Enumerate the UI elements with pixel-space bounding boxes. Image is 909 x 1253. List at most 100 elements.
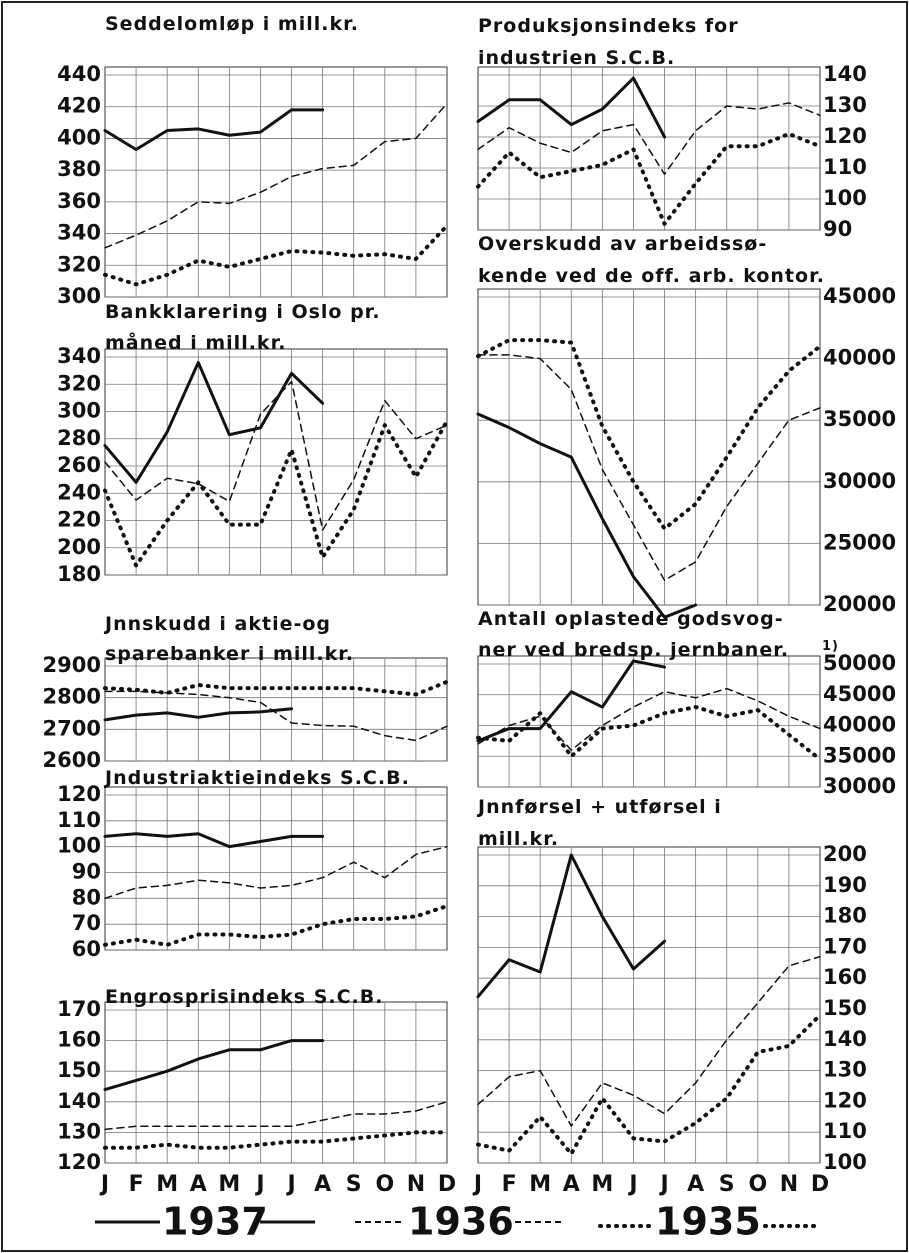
panel-title: sparebanker i mill.kr. [105,643,354,665]
series-line [103,223,449,287]
series-line [103,679,449,697]
panel: 30000 35000 40000 45000 50000 Antall oplasted… [476,608,896,798]
y-tick-label: 2700 [43,716,101,740]
x-tick-label: J [658,1172,668,1197]
y-tick-label: 200 [57,535,101,559]
y-tick-label: 100 [823,186,867,210]
y-tick-label: 160 [823,965,867,989]
y-tick-label: 240 [57,480,101,504]
series-line [477,354,821,582]
panel-title: måned i mill.kr. [105,330,286,354]
y-tick-label: 120 [823,1088,867,1112]
panel-title: Engrosprisindeks S.C.B. [105,986,383,1008]
y-tick-label: 380 [57,157,101,181]
legend-label: 1937 [162,1200,268,1244]
y-tick-label: 50000 [823,651,896,675]
legend-label: 1935 [655,1200,761,1244]
x-tick-label: A [563,1172,580,1197]
panel: 20000 25000 30000 35000 40000 45000 Overskudd … [476,233,896,619]
series-line [104,1101,448,1131]
x-tick-label: D [811,1172,829,1197]
x-tick-label: J [254,1172,264,1197]
y-tick-label: 130 [823,93,867,117]
x-tick-label: D [438,1172,456,1197]
panel-title: ner ved bredsp. jernbaner. [478,639,789,661]
x-tick-label: M [218,1172,240,1197]
y-tick-label: 170 [57,997,101,1021]
x-tick-label: N [407,1172,425,1197]
x-tick-label: M [529,1172,551,1197]
y-tick-label: 120 [57,782,101,806]
series-line [103,904,449,947]
y-tick-label: 120 [57,1150,101,1174]
y-tick-label: 220 [57,508,101,532]
series-line [104,690,448,742]
panel-title: Jndustriaktieindeks S.C.B. [103,767,410,789]
y-tick-label: 320 [57,371,101,395]
series-line [103,1130,449,1150]
y-tick-label: 170 [823,934,867,958]
y-tick-label: 2800 [43,685,101,709]
x-tick-label: J [472,1172,482,1197]
x-tick-label: M [591,1172,613,1197]
y-tick-label: 80 [72,885,101,909]
y-tick-label: 130 [823,1058,867,1082]
plot-frame [477,846,821,1164]
y-tick-label: 110 [823,1119,867,1143]
series-line [476,1013,822,1156]
plot-frame [104,1001,448,1164]
y-tick-label: 20000 [823,592,896,616]
panel: 300 320 340 360 380 400 420 440 Seddelomløp i mi… [57,13,449,308]
panel: 120 130 140 150 160 170 Engrosprisindeks S.C.B… [57,986,456,1197]
y-tick-label: 260 [57,453,101,477]
y-tick-label: 2600 [43,748,101,772]
y-tick-label: 140 [823,62,867,86]
plot-frame [477,655,821,788]
series-line [476,76,667,139]
y-tick-label: 440 [57,62,101,86]
y-tick-label: 120 [823,124,867,148]
series-line [103,360,325,484]
legend-label: 1936 [408,1200,514,1244]
y-tick-label: 360 [57,189,101,213]
series-line [103,832,325,849]
x-tick-label: F [502,1172,517,1197]
plot-frame [104,348,448,576]
x-tick-label: A [687,1172,704,1197]
y-tick-label: 30000 [823,774,896,798]
y-tick-label: 320 [57,252,101,276]
y-tick-label: 2900 [43,653,101,677]
plot-frame [477,288,821,606]
y-tick-label: 45000 [823,284,896,308]
x-tick-label: F [129,1172,144,1197]
series-line [476,659,667,743]
y-tick-label: 90 [823,217,852,241]
y-tick-label: 300 [57,284,101,308]
y-tick-label: 340 [57,221,101,245]
x-tick-label: O [375,1172,394,1197]
series-line [104,380,448,531]
x-tick-label: S [719,1172,735,1197]
y-tick-label: 35000 [823,407,896,431]
panel-title: Seddelomløp i mill.kr. [105,13,359,35]
y-tick-label: 100 [823,1150,867,1174]
y-tick-label: 30000 [823,469,896,493]
legend: 1937 1936 1935 [95,1200,817,1244]
x-tick-label: N [780,1172,798,1197]
y-tick-label: 140 [57,1089,101,1113]
series-line [476,853,667,999]
panel-title: industrien S.C.B. [478,47,675,69]
panel-title: Jnnskudd i aktie-og [103,613,331,635]
panel-title: Bankklarering i Oslo pr. [105,301,381,323]
series-line [477,102,821,175]
panel-title: kende ved de off. arb. kontor. [478,265,825,287]
y-tick-label: 300 [57,399,101,423]
y-tick-label: 200 [823,842,867,866]
panel-title: Antall oplastede godsvog- [478,608,784,630]
footnote: 1) [822,639,839,654]
y-tick-label: 60 [72,937,101,961]
x-tick-label: J [99,1172,109,1197]
y-tick-label: 160 [57,1028,101,1052]
